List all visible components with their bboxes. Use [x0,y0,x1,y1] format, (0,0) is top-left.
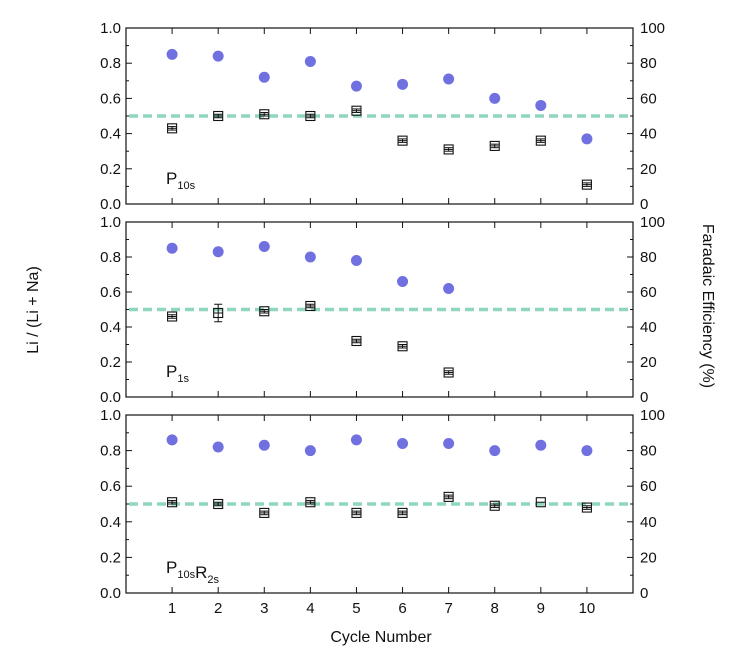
right-tick-label: 100 [640,20,665,37]
x-tick-label: 3 [260,600,268,617]
panel-label-subscript: 2s [207,574,219,586]
left-tick-label: 0.2 [100,161,121,178]
left-tick-label: 0.4 [100,319,121,336]
right-tick-label: 20 [640,161,657,178]
right-tick-label: 80 [640,443,657,460]
faradaic-efficiency-point [166,242,178,254]
x-tick-label: 6 [398,600,406,617]
faradaic-efficiency-point [581,445,593,457]
faradaic-efficiency-point [304,55,316,67]
left-tick-label: 0.0 [100,585,121,602]
panel-label: P1s [166,362,189,385]
left-y-axis-title: Li / (Li + Na) [25,266,42,354]
x-tick-label: 5 [352,600,360,617]
right-tick-label: 60 [640,90,657,107]
left-tick-label: 0.0 [100,389,121,406]
x-tick-label: 9 [537,600,545,617]
faradaic-efficiency-point [212,246,224,258]
x-tick-label: 2 [214,600,222,617]
faradaic-efficiency-point [166,48,178,60]
x-axis-title: Cycle Number [330,629,432,646]
left-tick-label: 0.2 [100,354,121,371]
left-tick-label: 1.0 [100,20,121,37]
left-tick-label: 1.0 [100,407,121,424]
faradaic-efficiency-point [258,71,270,83]
left-tick-label: 0.0 [100,196,121,213]
faradaic-efficiency-point [212,50,224,62]
right-tick-label: 100 [640,407,665,424]
left-tick-label: 0.6 [100,284,121,301]
faradaic-efficiency-point [350,255,362,266]
left-tick-label: 0.2 [100,549,121,566]
left-tick-label: 0.8 [100,443,121,460]
right-tick-label: 0 [640,389,648,406]
panel-1: 0.0 0.2 0.4 0.6 0.8 1.0 0 20 40 60 80 100 P10s [100,20,665,213]
x-tick-labels: 1 2 3 4 5 6 7 8 9 10 [168,600,595,617]
faradaic-efficiency-point [304,251,316,263]
panel-label-main: P [166,558,177,577]
right-tick-label: 60 [640,284,657,301]
panels-layer: 0.00.20.40.60.81.0020406080100P10s0.00.2… [100,20,665,602]
faradaic-efficiency-point [489,445,501,457]
x-tick-label: 8 [491,600,499,617]
x-tick-label: 10 [579,600,596,617]
faradaic-efficiency-point [304,445,316,457]
right-tick-label: 60 [640,478,657,495]
right-y-axis-title: Faradaic Efficiency (%) [699,224,716,388]
faradaic-efficiency-point [350,434,362,446]
faradaic-efficiency-point [166,434,178,446]
right-tick-label: 40 [640,514,657,531]
right-tick-label: 0 [640,196,648,213]
panel-label: P10s [166,169,196,192]
right-tick-label: 80 [640,55,657,72]
faradaic-efficiency-point [535,439,547,451]
panel-label: P10sR2s [166,558,219,586]
left-tick-label: 0.8 [100,249,121,266]
left-tick-label: 0.6 [100,478,121,495]
x-tick-label: 4 [306,600,314,617]
faradaic-efficiency-point [535,99,547,111]
x-tick-label: 7 [444,600,452,617]
faradaic-efficiency-point [258,439,270,451]
right-tick-label: 0 [640,585,648,602]
panel-label-subscript: 1s [177,373,189,385]
right-tick-label: 40 [640,319,657,336]
panel-3: 0.0 0.2 0.4 0.6 0.8 1.0 0 20 40 60 80 100 P10sR2s [100,407,665,602]
panel-label-main: P [166,362,177,381]
panel-2: 0.0 0.2 0.4 0.6 0.8 1.0 0 20 40 60 80 100 P1s [100,214,665,406]
faradaic-efficiency-point [212,441,224,453]
faradaic-efficiency-point [258,241,270,252]
faradaic-efficiency-point [397,437,409,449]
faradaic-efficiency-point [489,92,501,104]
faradaic-efficiency-point [397,78,409,90]
panel-label-subscript: 10s [177,180,195,192]
left-tick-label: 1.0 [100,214,121,231]
left-tick-label: 0.4 [100,126,121,143]
right-tick-label: 20 [640,354,657,371]
right-tick-label: 80 [640,249,657,266]
right-tick-label: 40 [640,126,657,143]
faradaic-efficiency-point [397,276,409,287]
left-tick-label: 0.6 [100,90,121,107]
right-tick-label: 100 [640,214,665,231]
left-tick-label: 0.8 [100,55,121,72]
faradaic-efficiency-point [581,133,593,145]
x-tick-label: 1 [168,600,176,617]
faradaic-efficiency-point [350,80,362,92]
panel-label-main: P [166,169,177,188]
panel-label-main: R [195,563,207,582]
faradaic-efficiency-point [443,437,455,449]
right-tick-label: 20 [640,549,657,566]
faradaic-efficiency-point [443,73,455,85]
left-tick-label: 0.4 [100,514,121,531]
panel-label-subscript: 10s [177,569,195,581]
faradaic-efficiency-point [443,283,455,294]
